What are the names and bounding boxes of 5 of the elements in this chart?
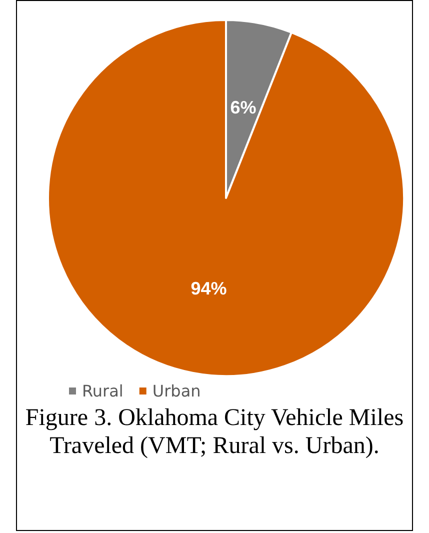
legend-label: Rural [82, 382, 124, 400]
legend-label: Urban [152, 382, 201, 400]
data-label: 6% [230, 98, 256, 118]
text: Figure 3. Oklahoma City Vehicle Miles Traveled (VMT; Rural vs. Urban). [24, 404, 405, 460]
data-label: 94% [190, 278, 227, 298]
